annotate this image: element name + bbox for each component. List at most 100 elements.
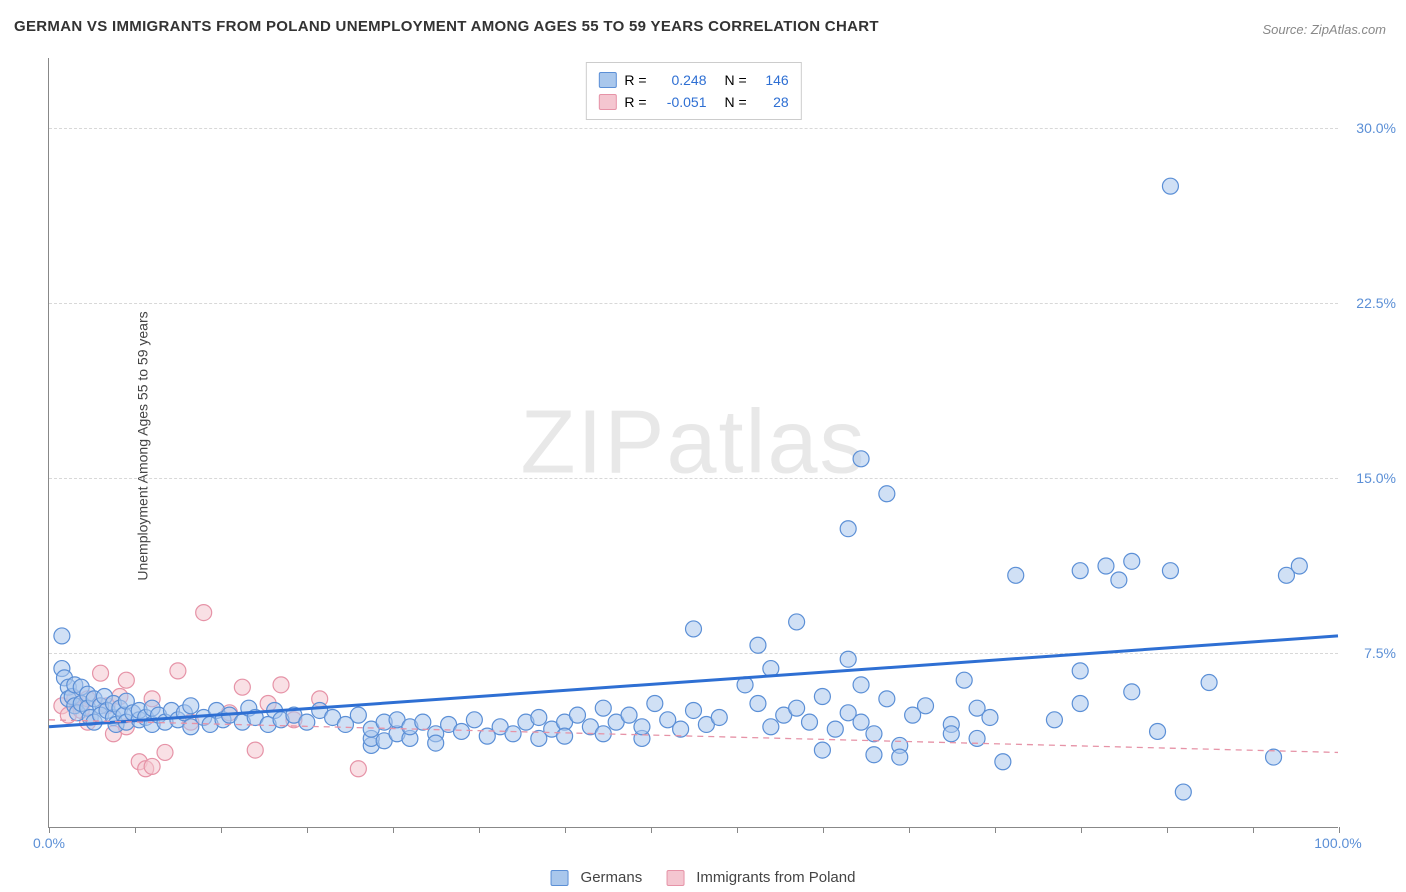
data-point-germans [956,672,972,688]
data-point-germans [466,712,482,728]
data-point-germans [853,677,869,693]
data-point-germans [634,719,650,735]
xtick-mark [1339,827,1340,833]
data-point-germans [428,735,444,751]
data-point-germans [1124,684,1140,700]
data-point-germans [183,698,199,714]
xtick-mark [307,827,308,833]
data-point-germans [1072,563,1088,579]
legend-bottom: Germans Immigrants from Poland [551,869,856,886]
data-point-germans [969,730,985,746]
data-point-germans [763,719,779,735]
stat-r-label: R = [624,91,646,113]
data-point-germans [866,747,882,763]
ytick-label: 30.0% [1356,120,1396,136]
data-point-immigrants-from-poland [350,761,366,777]
xtick-min: 0.0% [33,835,65,851]
data-point-germans [531,709,547,725]
data-point-germans [647,696,663,712]
data-point-immigrants-from-poland [118,672,134,688]
stat-n-poland: 28 [755,91,789,113]
data-point-germans [1162,178,1178,194]
xtick-mark [393,827,394,833]
data-point-germans [569,707,585,723]
data-point-germans [453,723,469,739]
data-point-germans [1175,784,1191,800]
data-point-immigrants-from-poland [93,665,109,681]
stat-r-germans: 0.248 [655,69,707,91]
data-point-germans [415,714,431,730]
data-point-germans [1291,558,1307,574]
data-point-immigrants-from-poland [157,744,173,760]
xtick-mark [135,827,136,833]
data-point-germans [879,486,895,502]
data-point-germans [892,749,908,765]
legend-label-poland: Immigrants from Poland [696,869,855,886]
data-point-germans [1072,663,1088,679]
data-point-immigrants-from-poland [234,679,250,695]
xtick-mark [1253,827,1254,833]
xtick-mark [737,827,738,833]
data-point-immigrants-from-poland [196,605,212,621]
stats-row-germans: R = 0.248 N = 146 [598,69,788,91]
data-point-germans [840,651,856,667]
data-point-germans [879,691,895,707]
data-point-germans [1124,553,1140,569]
xtick-max: 100.0% [1314,835,1361,851]
swatch-poland [598,94,616,110]
xtick-mark [909,827,910,833]
data-point-germans [54,628,70,644]
xtick-mark [565,827,566,833]
xtick-mark [995,827,996,833]
data-point-germans [853,451,869,467]
xtick-mark [1167,827,1168,833]
data-point-germans [1111,572,1127,588]
data-point-germans [750,637,766,653]
data-point-immigrants-from-poland [170,663,186,679]
data-point-germans [840,521,856,537]
data-point-germans [802,714,818,730]
data-point-germans [299,714,315,730]
data-point-germans [814,742,830,758]
data-point-germans [827,721,843,737]
data-point-germans [621,707,637,723]
stat-n-germans: 146 [755,69,789,91]
data-point-germans [943,726,959,742]
stats-row-poland: R = -0.051 N = 28 [598,91,788,113]
xtick-mark [221,827,222,833]
data-point-germans [866,726,882,742]
scatter-svg [49,58,1338,827]
data-point-germans [711,709,727,725]
stat-n-label: N = [725,91,747,113]
xtick-mark [1081,827,1082,833]
swatch-germans [598,72,616,88]
xtick-mark [49,827,50,833]
stat-n-label: N = [725,69,747,91]
data-point-germans [789,614,805,630]
ytick-label: 22.5% [1356,295,1396,311]
stat-r-label: R = [624,69,646,91]
data-point-immigrants-from-poland [273,677,289,693]
data-point-germans [789,700,805,716]
data-point-germans [1201,675,1217,691]
data-point-immigrants-from-poland [247,742,263,758]
stats-legend: R = 0.248 N = 146 R = -0.051 N = 28 [585,62,801,120]
ytick-label: 7.5% [1364,645,1396,661]
data-point-germans [814,689,830,705]
plot-area: ZIPatlas 7.5%15.0%22.5%30.0% R = 0.248 N… [48,58,1338,828]
chart-title: GERMAN VS IMMIGRANTS FROM POLAND UNEMPLO… [14,18,879,35]
data-point-germans [350,707,366,723]
data-point-immigrants-from-poland [144,758,160,774]
data-point-germans [982,709,998,725]
data-point-germans [557,728,573,744]
data-point-germans [673,721,689,737]
source-attribution: Source: ZipAtlas.com [1262,22,1386,37]
data-point-germans [1008,567,1024,583]
data-point-germans [1072,696,1088,712]
xtick-mark [651,827,652,833]
data-point-germans [1150,723,1166,739]
data-point-germans [595,700,611,716]
data-point-germans [995,754,1011,770]
stat-r-poland: -0.051 [655,91,707,113]
data-point-germans [853,714,869,730]
